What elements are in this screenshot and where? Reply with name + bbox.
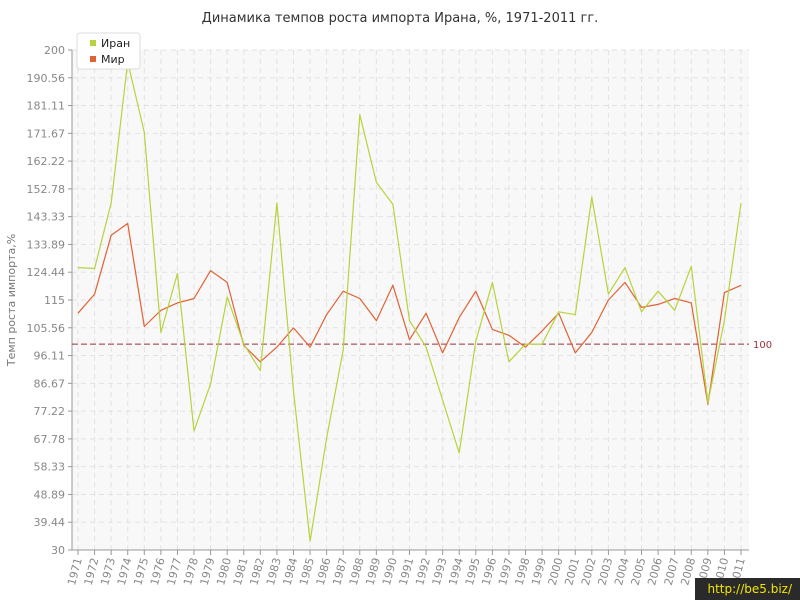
watermark-link[interactable]: http://be5.biz/ [695, 578, 800, 600]
y-tick-label: 58.33 [34, 461, 66, 474]
legend[interactable]: Иран Мир [76, 32, 141, 70]
y-tick-label: 124.44 [27, 266, 66, 279]
y-tick-label: 133.89 [27, 238, 66, 251]
y-tick-label: 181.11 [27, 100, 66, 113]
legend-swatch-world [90, 56, 96, 62]
series-line-world [77, 222, 742, 405]
y-tick-label: 86.67 [34, 377, 66, 390]
legend-label-world[interactable]: Мир [101, 53, 125, 66]
chart-title: Динамика темпов роста импорта Ирана, %, … [202, 11, 599, 26]
y-tick-label: 171.67 [27, 127, 66, 140]
y-tick-label: 48.89 [34, 488, 66, 501]
reference-line-label: 100 [753, 340, 772, 351]
y-tick-label: 96.11 [34, 350, 66, 363]
series-layer [77, 61, 742, 542]
y-tick-label: 77.22 [34, 405, 66, 418]
y-tick-label: 115 [44, 294, 65, 307]
y-tick-label: 39.44 [34, 516, 66, 529]
y-tick-label: 162.22 [27, 155, 66, 168]
legend-label-iran[interactable]: Иран [101, 37, 130, 50]
y-tick-label: 105.56 [27, 322, 66, 335]
y-tick-label: 200 [44, 44, 65, 57]
y-tick-label: 30 [51, 544, 65, 557]
y-tick-label: 190.56 [27, 72, 66, 85]
series-line-iran [77, 61, 742, 542]
y-tick-label: 152.78 [27, 183, 66, 196]
y-axis-label: Темп роста импорта,% [5, 234, 18, 367]
grid [72, 49, 749, 551]
y-tick-label: 143.33 [27, 211, 66, 224]
legend-swatch-iran [90, 40, 96, 46]
y-tick-label: 67.78 [34, 433, 66, 446]
